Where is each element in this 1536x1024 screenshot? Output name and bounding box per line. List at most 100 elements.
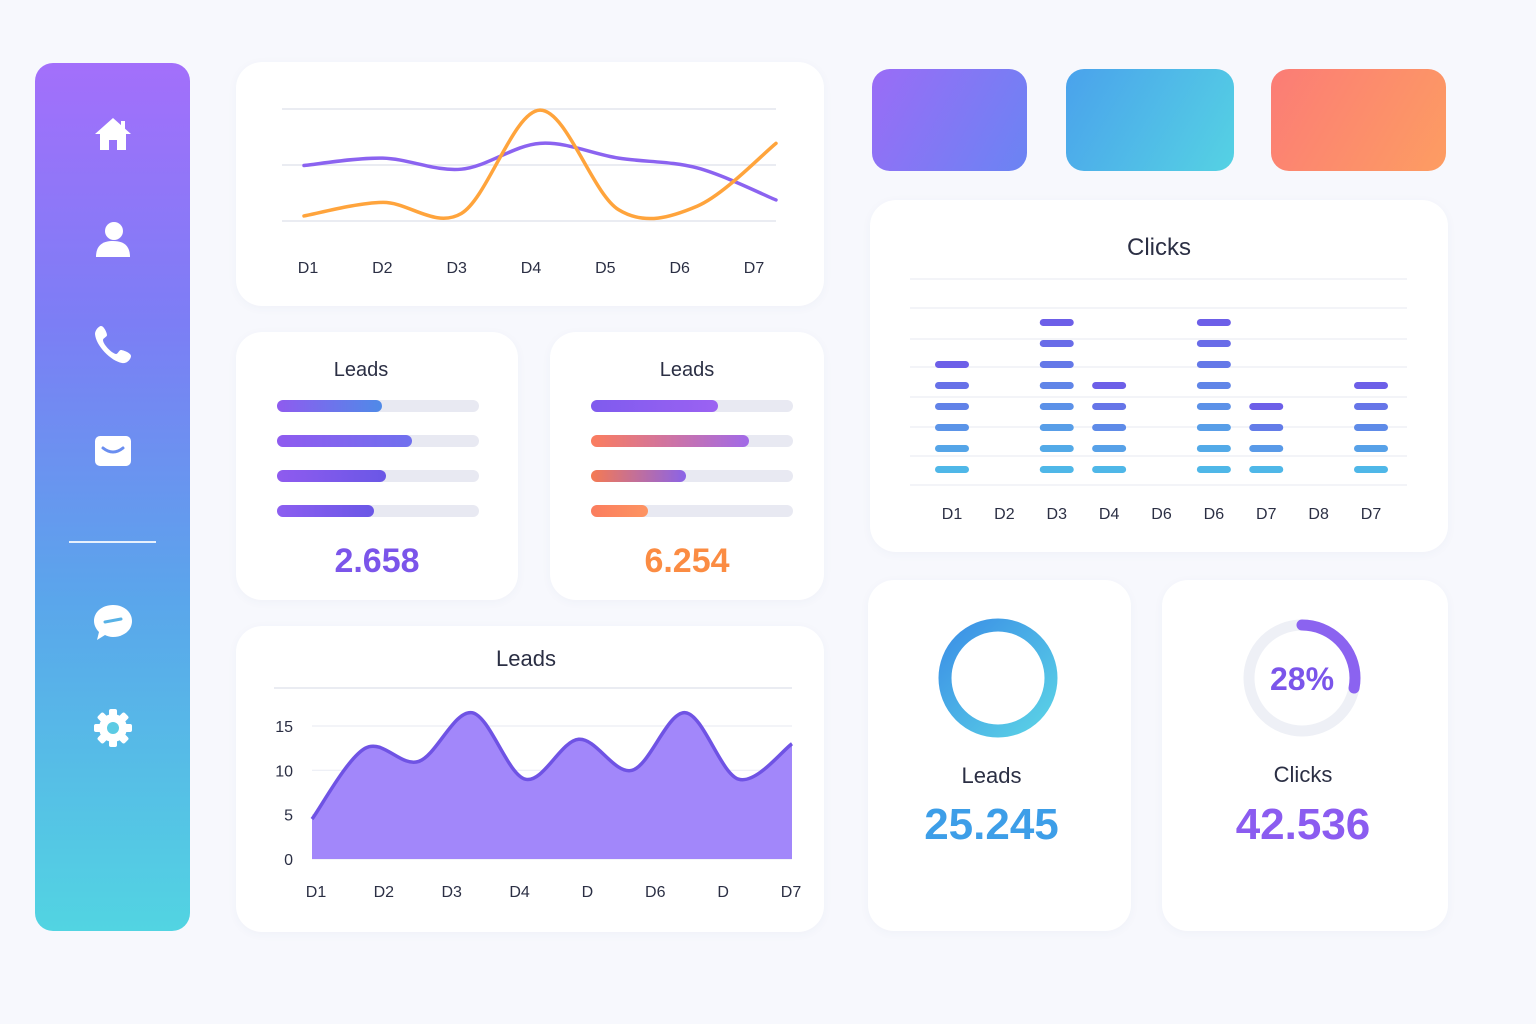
y-tick-label: 5 xyxy=(284,808,293,825)
progress-fill xyxy=(277,470,387,482)
leads-card-2: Leads 6.254 xyxy=(550,332,824,600)
progress-fill xyxy=(277,400,383,412)
clicks-chart: D1 D2 D3 D4 D6 D6 D7 D8 D7 xyxy=(910,278,1407,523)
bar-segment xyxy=(1196,424,1231,431)
progress-track xyxy=(277,435,479,447)
bar-segment xyxy=(1092,382,1127,389)
nav-profile[interactable] xyxy=(90,216,136,262)
bar-segment xyxy=(1196,466,1231,473)
donut-clicks-label: Clicks xyxy=(1273,762,1333,787)
bar-segment xyxy=(1039,445,1074,452)
x-tick-label: D3 xyxy=(1047,506,1068,523)
bar-segment xyxy=(1249,466,1284,473)
progress-track xyxy=(277,470,479,482)
y-tick-label: 15 xyxy=(275,719,293,736)
x-tick-label: D4 xyxy=(521,260,542,277)
x-tick-label: D1 xyxy=(306,884,327,901)
nav-home[interactable] xyxy=(90,111,136,157)
x-tick-label: D8 xyxy=(1308,506,1329,523)
nav-settings[interactable] xyxy=(90,705,136,751)
home-icon xyxy=(94,118,131,150)
leads-card-1-value: 2.658 xyxy=(334,542,420,580)
bar-segment xyxy=(935,382,969,389)
nav-chat[interactable] xyxy=(90,600,136,646)
area-chart: 0 5 10 15 D1 D2 D3 D4 D D6 D D7 xyxy=(274,687,802,901)
bar-segment xyxy=(1092,445,1127,452)
donut-percent: 28% xyxy=(1270,661,1334,697)
bar-segment xyxy=(1039,424,1074,431)
tile-orange[interactable] xyxy=(1271,69,1446,171)
progress-track xyxy=(591,470,793,482)
x-tick-label: D5 xyxy=(595,260,616,277)
bar-segment xyxy=(1196,445,1231,452)
nav-mail[interactable] xyxy=(90,428,136,474)
progress-track xyxy=(591,505,793,517)
line-series xyxy=(302,108,778,221)
x-tick-label: D xyxy=(582,884,594,901)
bar-segment xyxy=(1039,319,1074,326)
nav-calls[interactable] xyxy=(90,321,136,367)
area-line xyxy=(310,710,794,821)
progress-fill xyxy=(591,400,719,412)
donut-progress xyxy=(1243,619,1361,737)
donut-leads-card: Leads 25.245 xyxy=(868,580,1131,931)
bar-segment xyxy=(1354,382,1388,389)
progress-track xyxy=(591,435,793,447)
bar-segment xyxy=(1196,361,1231,368)
bar-segment xyxy=(1249,424,1284,431)
leads-card-1: Leads 2.658 xyxy=(236,332,518,600)
bar-segment xyxy=(1092,466,1127,473)
y-tick-label: 0 xyxy=(284,852,293,869)
x-tick-label: D1 xyxy=(298,260,319,277)
line-chart-card: D1 D2 D3 D4 D5 D6 D7 xyxy=(236,62,824,306)
bar-segment xyxy=(1092,403,1127,410)
bar-segment xyxy=(1354,445,1388,452)
donut-clicks-ring: 28% xyxy=(1243,619,1361,737)
progress-fill xyxy=(277,435,413,447)
x-tick-label: D6 xyxy=(645,884,666,901)
chat-icon xyxy=(93,605,132,640)
x-tick-label: D2 xyxy=(374,884,395,901)
bar-segment xyxy=(935,361,969,368)
bar-segment xyxy=(1039,382,1074,389)
x-tick-label: D6 xyxy=(1151,506,1172,523)
bar-segment xyxy=(1039,403,1074,410)
x-tick-label: D7 xyxy=(781,884,802,901)
donut-ring xyxy=(938,618,1058,738)
mail-icon xyxy=(94,436,131,466)
bar-segment xyxy=(1354,403,1388,410)
x-tick-label: D2 xyxy=(372,260,393,277)
line-series xyxy=(302,141,778,202)
bar-segment xyxy=(1249,403,1284,410)
tile-purple[interactable] xyxy=(872,69,1027,171)
leads-card-2-value: 6.254 xyxy=(644,542,730,580)
donut-clicks-value: 42.536 xyxy=(1235,800,1371,849)
x-tick-label: D3 xyxy=(446,260,467,277)
bar-segment xyxy=(935,445,969,452)
progress-fill xyxy=(591,470,686,482)
donut-leads-ring xyxy=(938,618,1058,738)
donut-clicks-card: 28% Clicks 42.536 xyxy=(1162,580,1448,931)
bar-segment xyxy=(1092,424,1127,431)
phone-icon xyxy=(94,326,131,364)
bar-segment xyxy=(1196,403,1231,410)
progress-track xyxy=(277,505,479,517)
bar-segment xyxy=(935,424,969,431)
area-fill xyxy=(312,712,792,859)
leads-card-2-title: Leads xyxy=(659,359,715,381)
x-tick-label: D6 xyxy=(669,260,690,277)
tile-blue[interactable] xyxy=(1066,69,1234,171)
bar-segment xyxy=(1196,319,1231,326)
bar-segment xyxy=(1196,382,1231,389)
bar-segment xyxy=(1354,466,1388,473)
user-icon xyxy=(95,222,130,257)
x-tick-label: D1 xyxy=(942,506,963,523)
bar-segment xyxy=(1354,424,1388,431)
sidebar-divider xyxy=(69,541,156,543)
x-tick-label: D3 xyxy=(441,884,462,901)
progress-fill xyxy=(591,435,749,447)
leads-card-1-title: Leads xyxy=(333,359,389,381)
bar-segment xyxy=(935,466,969,473)
donut-leads-label: Leads xyxy=(961,763,1022,788)
donut-leads-value: 25.245 xyxy=(924,800,1059,849)
